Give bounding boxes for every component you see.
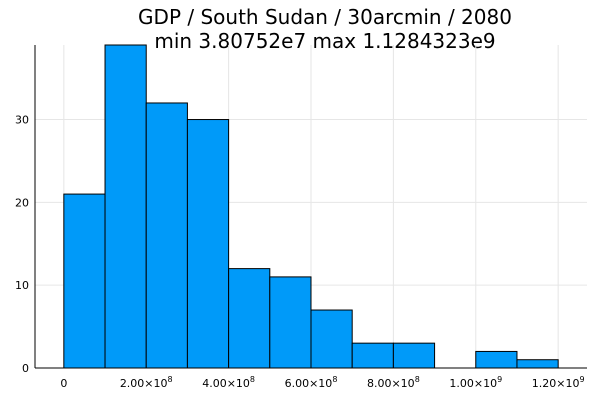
y-tick-label: 30 [15, 114, 29, 127]
x-tick-label: 2.00×108 [120, 375, 173, 390]
x-tick-label: 8.00×108 [367, 375, 420, 390]
y-tick-label: 0 [22, 362, 29, 375]
histogram-bar [63, 193, 106, 369]
histogram-bar [516, 359, 559, 369]
histogram-bar [392, 342, 436, 369]
histogram-bar [186, 119, 230, 369]
x-tick-label: 6.00×108 [285, 375, 338, 390]
histogram-bar [145, 102, 188, 369]
histogram-bar [104, 44, 147, 369]
x-tick-label: 1.00×109 [449, 375, 502, 390]
histogram-bar [310, 309, 353, 369]
x-tick-label: 4.00×108 [202, 375, 255, 390]
chart-title-line2: min 3.80752e7 max 1.1284323e9 [154, 29, 495, 53]
histogram-bar [475, 350, 518, 369]
x-tick-labels: 0 2.00×108 4.00×108 6.00×108 8.00×108 1.00×10… [60, 375, 584, 390]
x-tick-label: 0 [60, 377, 67, 390]
histogram-bar [269, 276, 312, 369]
y-tick-labels: 0 10 20 30 [15, 114, 29, 375]
axes [34, 45, 587, 369]
chart-title-line1: GDP / South Sudan / 30arcmin / 2080 [138, 5, 512, 29]
x-tick-label: 1.20×109 [532, 375, 585, 390]
bars [63, 44, 559, 369]
y-tick-label: 20 [15, 196, 29, 209]
y-tick-label: 10 [15, 279, 29, 292]
histogram-bar [351, 342, 394, 369]
histogram-bar [228, 268, 271, 369]
